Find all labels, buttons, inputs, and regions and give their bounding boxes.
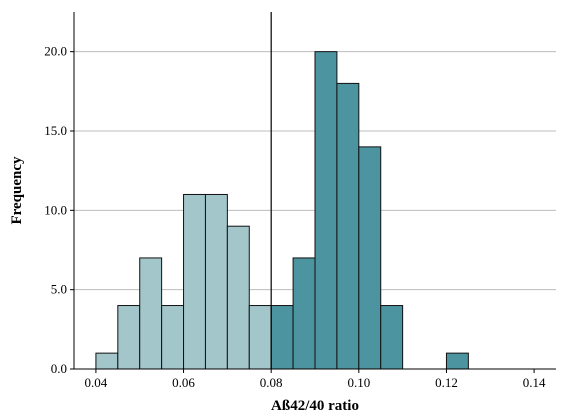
bars — [95, 51, 469, 370]
y-tick-label: 20.0 — [44, 44, 67, 59]
histogram-bar — [204, 193, 228, 370]
histogram-bar — [380, 305, 404, 370]
tick-labels: 0.0 5.0 10.0 15.0 20.0 0.04 0.06 0.08 0.10 0.12 0.… — [44, 44, 546, 390]
x-tick-label: 0.08 — [260, 375, 283, 390]
histogram-bar — [270, 305, 294, 370]
histogram-bar — [226, 225, 250, 370]
x-tick-label: 0.14 — [523, 375, 546, 390]
x-tick-label: 0.06 — [172, 375, 195, 390]
y-tick-label: 0.0 — [51, 361, 67, 376]
x-tick-label: 0.04 — [85, 375, 108, 390]
histogram-bar — [336, 82, 360, 370]
histogram-bar — [139, 257, 163, 370]
x-tick-label: 0.12 — [435, 375, 458, 390]
histogram-bar — [248, 305, 272, 370]
histogram-bar — [445, 352, 469, 370]
y-tick-label: 5.0 — [51, 282, 67, 297]
y-tick-label: 10.0 — [44, 202, 67, 217]
histogram-bar — [183, 193, 206, 370]
histogram-bar — [292, 257, 316, 370]
x-tick-label: 0.10 — [347, 375, 370, 390]
histogram-bar — [314, 51, 338, 370]
y-axis-title: Frequency — [9, 156, 25, 225]
histogram-bar — [95, 352, 119, 370]
x-axis-title: Aß42/40 ratio — [271, 398, 359, 414]
histogram-bar — [117, 305, 141, 370]
histogram-bar — [161, 305, 185, 370]
y-tick-label: 15.0 — [44, 123, 67, 138]
histogram-bar — [358, 146, 382, 370]
axes — [70, 12, 556, 373]
